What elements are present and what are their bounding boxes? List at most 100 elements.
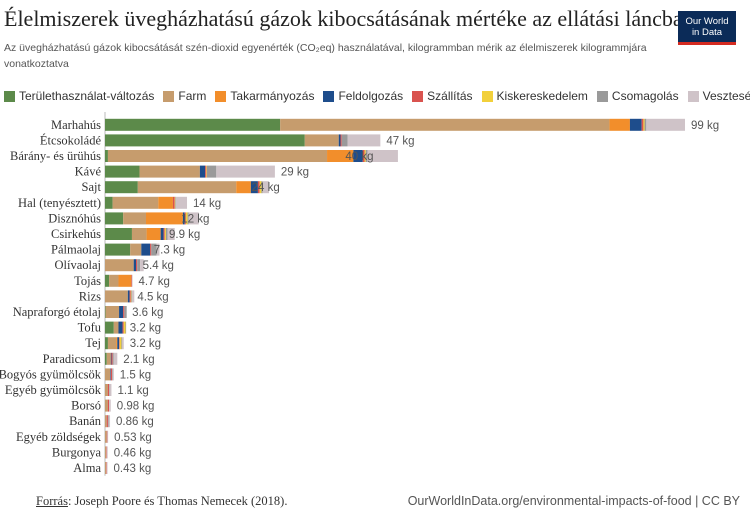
bar-segment[interactable] — [113, 321, 119, 334]
bar-segment[interactable] — [137, 181, 237, 194]
bar-segment[interactable] — [106, 462, 107, 474]
bar-segment[interactable] — [338, 134, 341, 147]
bar-segment[interactable] — [125, 321, 127, 334]
bar-segment[interactable] — [105, 462, 107, 474]
bar-segment[interactable] — [119, 337, 122, 350]
bar-segment[interactable] — [257, 181, 260, 194]
bar-segment[interactable] — [150, 243, 152, 256]
bar-segment[interactable] — [340, 134, 342, 147]
bar-segment[interactable] — [136, 259, 138, 272]
bar-segment[interactable] — [362, 150, 365, 162]
bar-segment[interactable] — [259, 181, 262, 194]
bar-segment[interactable] — [105, 352, 107, 365]
bar-segment[interactable] — [139, 165, 200, 178]
legend-item[interactable]: Takarmányozás — [215, 89, 314, 103]
bar-segment[interactable] — [206, 165, 217, 178]
bar-segment[interactable] — [131, 274, 132, 287]
bar-segment[interactable] — [105, 165, 140, 178]
source-label-link[interactable]: Forrás — [36, 494, 68, 508]
bar-segment[interactable] — [327, 150, 354, 162]
bar-segment[interactable] — [106, 446, 107, 459]
bar-segment[interactable] — [644, 118, 647, 131]
bar-segment[interactable] — [105, 337, 108, 350]
bar-segment[interactable] — [131, 228, 147, 240]
bar-segment[interactable] — [165, 228, 168, 240]
bar-segment[interactable] — [105, 446, 107, 459]
bar-segment[interactable] — [106, 352, 111, 365]
bar-segment[interactable] — [629, 118, 642, 131]
bar-segment[interactable] — [341, 134, 348, 147]
bar-segment[interactable] — [122, 321, 124, 334]
bar-segment[interactable] — [107, 415, 109, 428]
bar-segment[interactable] — [130, 243, 142, 256]
bar-segment[interactable] — [117, 337, 120, 350]
bar-segment[interactable] — [105, 290, 128, 303]
bar-segment[interactable] — [112, 368, 113, 381]
bar-segment[interactable] — [116, 337, 118, 350]
bar-segment[interactable] — [109, 384, 112, 396]
legend-item[interactable]: Veszteségek — [687, 89, 750, 103]
bar-segment[interactable] — [364, 150, 366, 162]
bar-segment[interactable] — [131, 290, 132, 303]
bar-segment[interactable] — [105, 118, 281, 131]
bar-segment[interactable] — [141, 243, 151, 256]
bar-segment[interactable] — [174, 196, 176, 209]
bar-segment[interactable] — [105, 306, 120, 318]
legend-item[interactable]: Kiskereskedelem — [481, 89, 588, 103]
bar-segment[interactable] — [105, 150, 108, 162]
bar-segment[interactable] — [109, 384, 110, 396]
bar-segment[interactable] — [119, 337, 120, 350]
bar-segment[interactable] — [127, 290, 130, 303]
bar-segment[interactable] — [250, 181, 258, 194]
bar-segment[interactable] — [172, 196, 175, 209]
bar-segment[interactable] — [106, 430, 108, 443]
bar-segment[interactable] — [105, 134, 305, 147]
bar-segment[interactable] — [110, 368, 113, 381]
bar-segment[interactable] — [112, 352, 114, 365]
bar-segment[interactable] — [156, 243, 160, 256]
bar-segment[interactable] — [347, 134, 381, 147]
legend-item[interactable]: Farm — [163, 89, 206, 103]
bar-segment[interactable] — [112, 368, 114, 381]
bar-segment[interactable] — [106, 446, 108, 459]
bar-segment[interactable] — [646, 118, 685, 131]
bar-segment[interactable] — [123, 321, 126, 334]
bar-segment[interactable] — [105, 306, 106, 318]
bar-segment[interactable] — [160, 228, 164, 240]
bar-segment[interactable] — [137, 259, 141, 272]
bar-segment[interactable] — [365, 150, 368, 162]
bar-segment[interactable] — [105, 399, 108, 412]
bar-segment[interactable] — [118, 321, 123, 334]
bar-segment[interactable] — [107, 399, 110, 412]
legend-item[interactable]: Feldolgozás — [323, 89, 403, 103]
bar-segment[interactable] — [118, 274, 132, 287]
bar-segment[interactable] — [105, 196, 113, 209]
bar-segment[interactable] — [261, 181, 263, 194]
bar-segment[interactable] — [151, 243, 157, 256]
bar-segment[interactable] — [105, 368, 111, 381]
bar-segment[interactable] — [110, 368, 111, 381]
bar-segment[interactable] — [164, 228, 166, 240]
bar-segment[interactable] — [175, 196, 188, 209]
bar-segment[interactable] — [105, 321, 114, 334]
bar-segment[interactable] — [105, 228, 132, 240]
bar-segment[interactable] — [146, 212, 183, 225]
owid-logo[interactable]: Our World in Data — [678, 11, 736, 45]
bar-segment[interactable] — [105, 212, 124, 225]
bar-segment[interactable] — [119, 306, 124, 318]
bar-segment[interactable] — [107, 384, 110, 396]
bar-segment[interactable] — [167, 228, 175, 240]
bar-segment[interactable] — [206, 165, 207, 178]
bar-segment[interactable] — [121, 337, 123, 350]
bar-segment[interactable] — [109, 399, 111, 412]
bar-segment[interactable] — [110, 352, 112, 365]
bar-segment[interactable] — [280, 118, 610, 131]
bar-segment[interactable] — [131, 274, 133, 287]
bar-segment[interactable] — [106, 462, 108, 474]
bar-segment[interactable] — [163, 228, 165, 240]
bar-segment[interactable] — [130, 290, 132, 303]
legend-item[interactable]: Csomagolás — [596, 89, 679, 103]
bar-segment[interactable] — [182, 212, 185, 225]
bar-segment[interactable] — [175, 196, 176, 209]
bar-segment[interactable] — [205, 165, 207, 178]
